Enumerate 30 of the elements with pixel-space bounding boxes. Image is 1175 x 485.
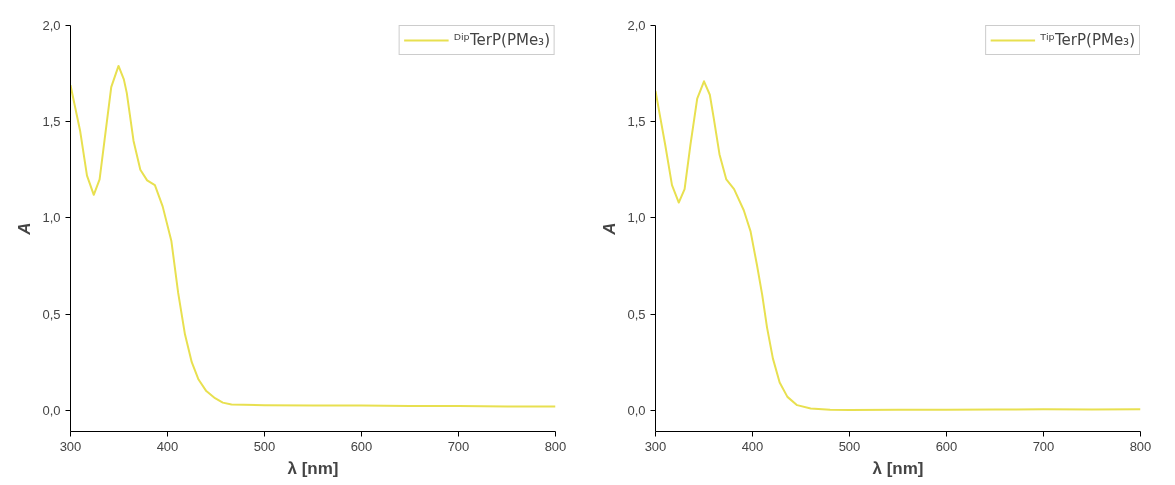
y-tick-label: 0,0 <box>627 402 646 418</box>
x-tick-label: 500 <box>838 438 861 454</box>
y-tick-label: 1,5 <box>42 114 61 130</box>
x-tick-label: 400 <box>156 438 179 454</box>
line-series <box>655 80 1141 411</box>
y-tick-label: 1,5 <box>627 114 646 130</box>
y-tick-label: 2,0 <box>42 18 61 33</box>
x-tick-label: 500 <box>253 438 276 454</box>
x-tick-label: 800 <box>1129 438 1152 454</box>
x-tick-label: 300 <box>59 438 82 454</box>
y-axis-title: A <box>600 222 620 236</box>
x-tick-label: 600 <box>935 438 958 454</box>
y-tick-label: 0,5 <box>627 306 646 322</box>
x-tick-label: 700 <box>447 438 470 454</box>
x-tick-label: 400 <box>741 438 764 454</box>
legend-label: ᵀⁱᵖTerP(PMe₃) <box>1040 31 1135 49</box>
x-tick-label: 600 <box>350 438 373 454</box>
y-tick-label: 0,5 <box>42 306 61 322</box>
y-tick-label: 1,0 <box>627 210 646 226</box>
y-axis-title: A <box>15 222 35 236</box>
line-series <box>70 64 556 408</box>
x-tick-label: 300 <box>644 438 667 454</box>
x-axis-title: λ [nm] <box>287 458 339 478</box>
y-tick-label: 1,0 <box>42 210 61 226</box>
x-tick-label: 700 <box>1032 438 1055 454</box>
y-tick-label: 2,0 <box>627 18 646 33</box>
x-tick-label: 800 <box>544 438 567 454</box>
x-axis-title: λ [nm] <box>872 458 924 478</box>
y-tick-label: 0,0 <box>42 402 61 418</box>
legend-label: ᴰⁱᵖTerP(PMe₃) <box>453 31 550 49</box>
